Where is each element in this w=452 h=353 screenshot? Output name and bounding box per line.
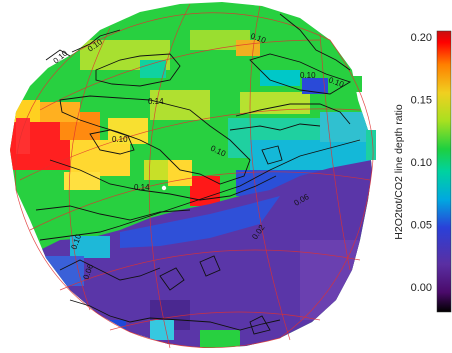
map-region	[150, 90, 210, 120]
contour-line	[279, 13, 351, 71]
colorbar-tick-label: 0.10	[411, 157, 432, 169]
map-region	[190, 30, 250, 50]
contour-line	[59, 259, 161, 281]
grid-meridian	[148, 3, 191, 349]
colorbar-tick-label: 0.05	[411, 220, 432, 232]
lat-lon-grid	[15, 3, 374, 349]
map-region	[40, 102, 80, 122]
edge-pixel	[366, 130, 376, 160]
map-region	[144, 160, 168, 180]
grid-circle	[19, 108, 361, 181]
contour-lines	[35, 13, 361, 335]
contour-line	[35, 205, 191, 221]
map-region	[140, 60, 166, 78]
edge-pixels	[16, 76, 376, 160]
grid-meridian	[319, 33, 351, 271]
map-region	[70, 236, 110, 258]
contour-line	[39, 139, 361, 241]
map-region	[240, 92, 310, 114]
grid-meridian	[249, 5, 291, 341]
contour-line	[159, 267, 185, 291]
colorbar-label: H2O2tot/CO2 line depth ratio	[393, 104, 405, 240]
map-region	[260, 70, 300, 86]
contour-label: 0.14	[148, 97, 164, 106]
map-region	[300, 240, 372, 320]
colorbar-ticks: 0.20 0.15 0.10 0.05 0.00	[411, 32, 432, 294]
grid-circle	[29, 171, 371, 231]
colorbar: 0.20 0.15 0.10 0.05 0.00 H2O2tot/CO2 line de…	[393, 30, 452, 313]
contour-line	[71, 29, 121, 53]
contour-line	[89, 129, 135, 155]
map-region	[120, 196, 280, 248]
map-region	[168, 160, 192, 186]
contour-label: 0.10	[112, 135, 128, 144]
contour-line	[235, 103, 351, 125]
contour-line	[69, 299, 281, 331]
colorbar-tick-label: 0.00	[411, 282, 432, 294]
contour-label: 0.14	[134, 183, 150, 192]
colorbar-tick-label: 0.15	[411, 95, 432, 107]
grid-circle	[59, 249, 361, 291]
contour-line	[45, 49, 71, 61]
contour-line	[95, 53, 181, 87]
contour-line	[59, 95, 251, 185]
map-region	[70, 140, 130, 176]
map-region	[10, 160, 372, 348]
marker-dot	[161, 185, 167, 191]
map-region	[302, 78, 328, 94]
grid-meridian	[68, 27, 111, 311]
contour-line	[249, 315, 271, 335]
grid-circle	[39, 39, 321, 111]
contour-line	[249, 53, 352, 95]
contour-line	[229, 123, 321, 131]
colorbar-gradient	[436, 30, 452, 313]
map-region	[150, 320, 174, 340]
contour-line	[199, 255, 221, 277]
edge-pixel	[16, 118, 30, 154]
map-region	[64, 172, 100, 190]
map-region	[200, 330, 240, 348]
grid-circle	[109, 311, 321, 331]
colorbar-tick-label: 0.20	[411, 32, 432, 44]
contour-line	[49, 159, 277, 201]
contour-label: 0.10	[300, 71, 316, 80]
grid-border	[15, 12, 374, 349]
contour-line	[261, 145, 283, 165]
